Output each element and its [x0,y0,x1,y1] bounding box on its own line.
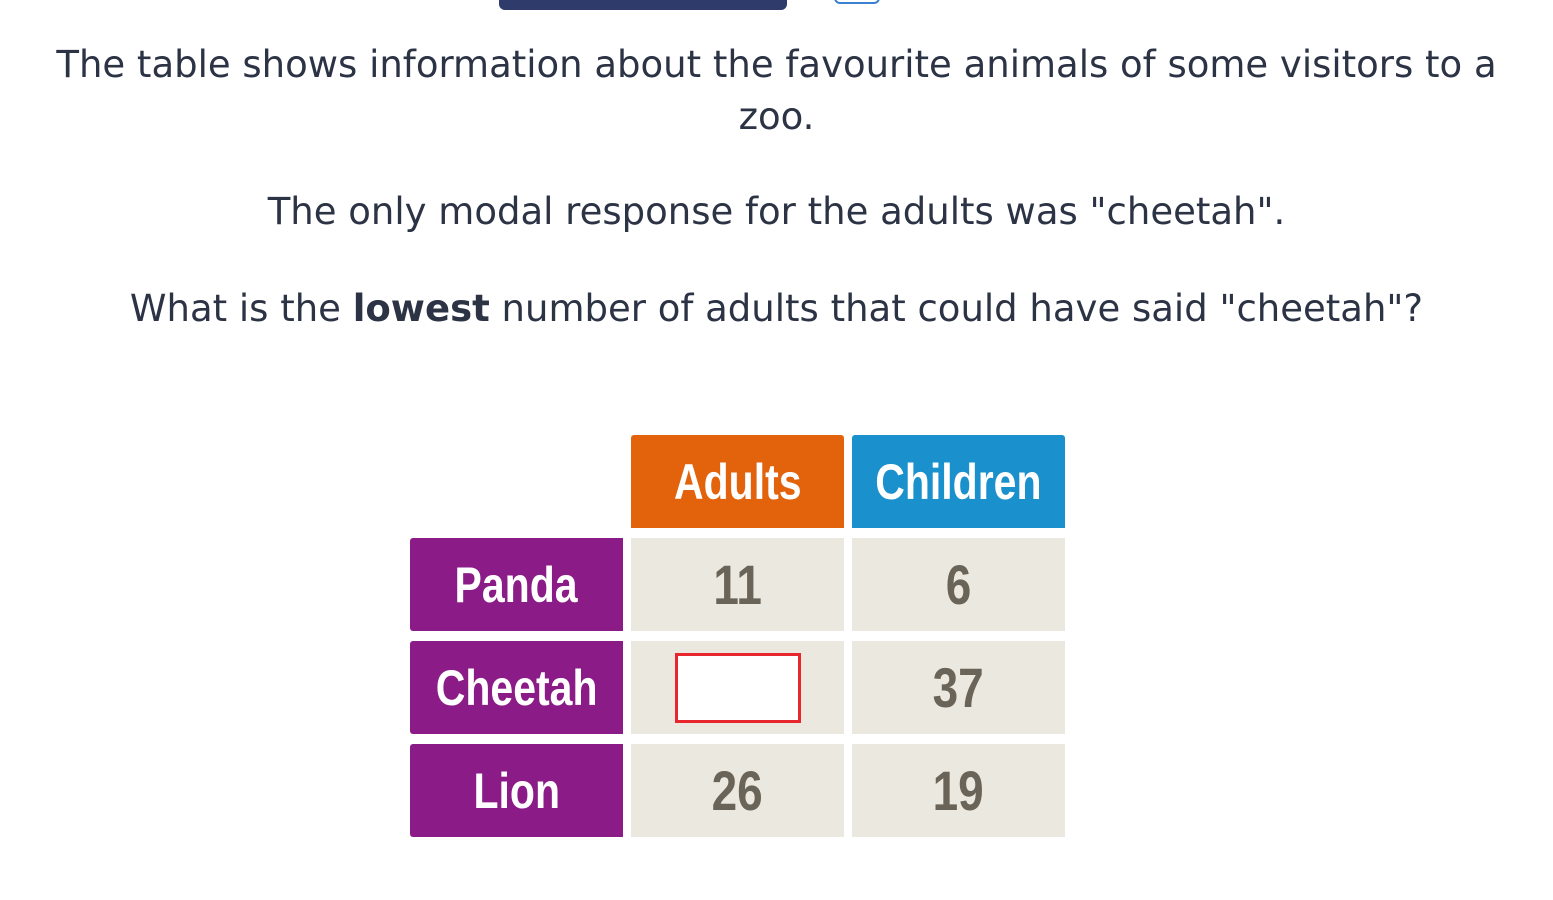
modal-statement: The only modal response for the adults w… [267,190,1286,233]
cell-lion-children: 19 [852,744,1065,837]
prompt-text-after: number of adults that could have said "c… [489,287,1424,330]
column-header-children-label: Children [875,453,1042,510]
cell-value: 19 [932,759,985,822]
cell-panda-children: 6 [852,538,1065,631]
top-toolbar-button[interactable] [499,0,787,10]
cell-lion-adults: 26 [631,744,844,837]
question-prompt: What is the lowest number of adults that… [0,283,1553,335]
column-header-adults: Adults [631,435,844,528]
row-label-cheetah: Cheetah [410,641,623,734]
question-intro-line2: zoo. [738,95,815,138]
cell-cheetah-adults [631,641,844,734]
cell-value: 6 [945,553,972,616]
question-intro: The table shows information about the fa… [0,39,1553,143]
cell-value: 37 [932,656,985,719]
cell-value: 11 [713,553,762,616]
row-label-text: Lion [473,762,560,819]
cell-panda-adults: 11 [631,538,844,631]
prompt-emphasis: lowest [352,287,490,330]
cell-cheetah-children: 37 [852,641,1065,734]
column-header-children: Children [852,435,1065,528]
answer-input[interactable] [674,652,801,723]
cell-value: 26 [711,759,764,822]
row-label-lion: Lion [410,744,623,837]
top-toggle-switch[interactable] [834,0,880,4]
row-label-panda: Panda [410,538,623,631]
column-header-adults-label: Adults [673,453,802,510]
question-intro-line1: The table shows information about the fa… [56,43,1497,86]
prompt-text-before: What is the [129,287,353,330]
row-label-text: Panda [454,556,579,613]
row-label-text: Cheetah [435,659,598,716]
